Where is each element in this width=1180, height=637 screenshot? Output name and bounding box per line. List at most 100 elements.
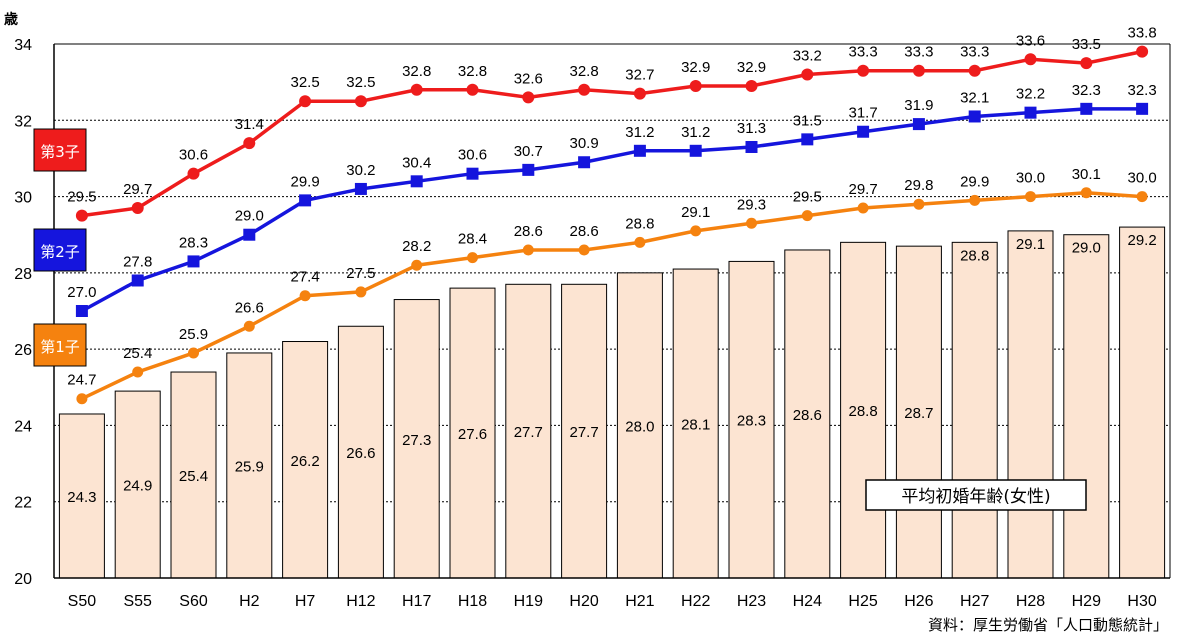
- series-point: [1136, 102, 1149, 115]
- series-value-label: 32.3: [1127, 82, 1156, 99]
- series-point: [75, 305, 88, 317]
- series-value-label: 30.0: [1016, 170, 1045, 187]
- bar-value-label: 28.1: [681, 417, 710, 434]
- y-axis-unit-label: 歳: [4, 11, 18, 28]
- series-value-label: 30.7: [514, 143, 543, 160]
- series-value-label: 33.2: [793, 48, 822, 65]
- y-tick-label: 24: [14, 418, 32, 435]
- series-value-label: 30.2: [346, 162, 375, 179]
- series-value-label: 27.8: [123, 253, 152, 270]
- series-value-label: 30.0: [1127, 170, 1156, 187]
- y-tick-label: 26: [14, 342, 32, 359]
- series-value-label: 32.2: [1016, 86, 1045, 103]
- series-point: [355, 286, 367, 298]
- series-value-label: 32.9: [737, 59, 766, 76]
- series-value-label: 28.6: [514, 223, 543, 240]
- series-point: [467, 252, 478, 264]
- series-value-label: 31.3: [737, 120, 766, 137]
- series-point: [745, 79, 758, 92]
- bar-value-label: 25.9: [235, 458, 264, 475]
- x-tick-label: H22: [681, 593, 710, 610]
- series-point: [1136, 191, 1148, 203]
- series-point: [299, 194, 312, 207]
- series-point: [188, 347, 199, 359]
- series-value-label: 28.3: [179, 234, 208, 251]
- series-point: [968, 110, 981, 123]
- bar: [114, 390, 161, 579]
- bar-value-label: 24.9: [123, 478, 152, 495]
- bar-value-label: 28.8: [960, 247, 989, 264]
- series-line: [81, 191, 1143, 401]
- series-value-label: 29.7: [123, 181, 152, 198]
- bar-value-label: 27.7: [514, 424, 543, 441]
- series-value-label: 29.5: [67, 189, 96, 206]
- series-point: [131, 202, 144, 215]
- bar-value-label: 24.3: [67, 489, 96, 506]
- legend-swatch: [33, 228, 87, 272]
- series-value-label: 29.8: [904, 177, 933, 194]
- bar-legend-label: 平均初婚年齢(女性): [901, 487, 1050, 507]
- series-point: [466, 83, 479, 96]
- series-value-label: 31.4: [235, 116, 264, 133]
- series-point: [522, 244, 534, 256]
- bar: [1119, 226, 1166, 579]
- series-point: [746, 217, 757, 229]
- legend-swatch: [33, 323, 87, 367]
- x-tick-label: H24: [793, 593, 822, 610]
- y-tick-label: 32: [14, 113, 32, 130]
- series-point: [131, 274, 144, 287]
- series-value-label: 29.1: [681, 204, 710, 221]
- bar: [561, 283, 608, 579]
- series-point: [912, 64, 925, 77]
- series-value-label: 29.7: [848, 181, 877, 198]
- series-point: [187, 167, 200, 180]
- series-point: [1080, 57, 1093, 70]
- series-value-label: 31.5: [793, 112, 822, 129]
- bar: [784, 249, 831, 579]
- x-tick-label: H26: [904, 593, 933, 610]
- series-value-label: 30.6: [179, 147, 208, 164]
- series-value-label: 33.5: [1072, 36, 1101, 53]
- series-value-label: 27.4: [290, 269, 319, 286]
- series-point: [1080, 102, 1093, 115]
- bar: [337, 325, 384, 579]
- series-value-label: 28.6: [569, 223, 598, 240]
- bar: [951, 241, 998, 579]
- bar-legend-box: [865, 479, 1087, 511]
- series-point: [1136, 45, 1149, 58]
- x-tick-label: H21: [625, 593, 654, 610]
- y-tick-label: 28: [14, 266, 32, 283]
- series-point: [801, 68, 814, 81]
- series-point: [299, 290, 311, 302]
- x-tick-label: H17: [402, 593, 431, 610]
- series-point: [1024, 106, 1037, 119]
- legend-label: 第1子: [40, 338, 80, 356]
- x-tick-label: H7: [295, 593, 316, 610]
- series-point: [354, 182, 367, 195]
- series-value-label: 28.2: [402, 238, 431, 255]
- series-value-label: 25.4: [123, 345, 152, 362]
- series-point: [410, 175, 423, 188]
- series-value-label: 29.9: [290, 173, 319, 190]
- series-point: [801, 133, 814, 146]
- series-point: [75, 209, 88, 222]
- series-point: [857, 64, 870, 77]
- series-value-label: 32.9: [681, 59, 710, 76]
- series-point: [969, 194, 981, 206]
- series-point: [522, 163, 535, 176]
- series-point: [689, 79, 702, 92]
- series-point: [76, 393, 88, 405]
- series-value-label: 29.5: [793, 189, 822, 206]
- series-value-label: 30.4: [402, 154, 431, 171]
- x-tick-label: H12: [346, 593, 375, 610]
- y-tick-label: 20: [14, 571, 32, 588]
- x-tick-label: S55: [123, 593, 152, 610]
- series-point: [578, 83, 591, 96]
- gridlines: [54, 43, 1170, 503]
- series-point: [689, 144, 702, 157]
- series-value-label: 31.2: [681, 124, 710, 141]
- series-point: [690, 225, 702, 237]
- series-value-label: 26.6: [235, 299, 264, 316]
- series-value-label: 32.5: [290, 74, 319, 91]
- series-value-label: 33.6: [1016, 32, 1045, 49]
